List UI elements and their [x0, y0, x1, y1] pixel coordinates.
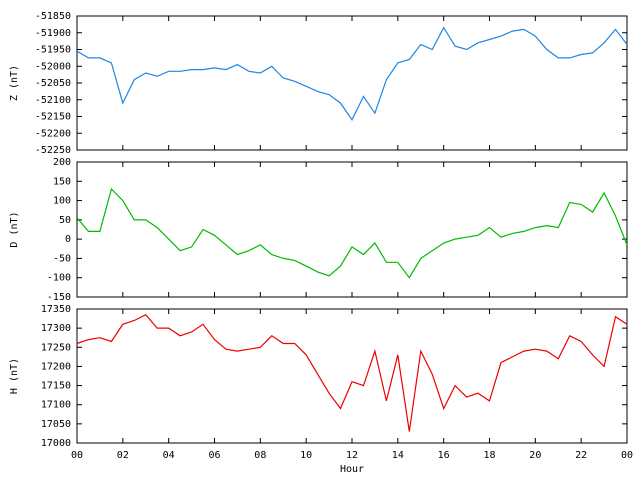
y-axis-label: D (nT): [9, 211, 20, 247]
data-line: [76, 313, 628, 432]
y-axis-label: Z (nT): [9, 65, 20, 101]
y-tick-label: -52150: [35, 112, 71, 123]
data-line: [76, 187, 628, 279]
y-tick-label: 0: [65, 234, 71, 245]
y-tick-label: 17100: [41, 400, 71, 411]
plot-frame: [76, 15, 628, 151]
x-tick-label: 16: [438, 450, 450, 461]
y-tick-label: -51950: [35, 45, 71, 56]
y-tick-label: -50: [53, 253, 71, 264]
x-tick-label: 12: [346, 450, 358, 461]
y-tick-label: -51900: [35, 28, 71, 39]
y-tick-label: 17200: [41, 361, 71, 372]
x-tick-label: 18: [483, 450, 495, 461]
y-tick-label: 17350: [41, 304, 71, 315]
data-line: [76, 26, 628, 121]
y-tick-label: 200: [53, 157, 71, 168]
x-tick-label: 02: [117, 450, 129, 461]
y-tick-label: 100: [53, 196, 71, 207]
y-tick-label: -52050: [35, 78, 71, 89]
y-tick-label: 17050: [41, 419, 71, 430]
x-tick-label: 08: [254, 450, 266, 461]
y-tick-label: 17150: [41, 381, 71, 392]
x-tick-label: 00: [621, 450, 633, 461]
y-tick-label: -52250: [35, 145, 71, 156]
y-tick-label: -150: [47, 292, 71, 303]
x-tick-label: 20: [529, 450, 541, 461]
x-tick-label: 00: [71, 450, 83, 461]
y-tick-label: -52200: [35, 128, 71, 139]
y-tick-label: 50: [59, 215, 71, 226]
plot-frame: [76, 308, 628, 444]
y-tick-label: 17250: [41, 342, 71, 353]
y-tick-label: -100: [47, 273, 71, 284]
x-tick-label: 22: [575, 450, 587, 461]
y-tick-label: 17000: [41, 438, 71, 449]
x-axis-label: Hour: [340, 464, 364, 475]
x-tick-label: 06: [208, 450, 220, 461]
y-tick-label: 17300: [41, 323, 71, 334]
x-tick-label: 14: [392, 450, 404, 461]
y-tick-label: -51850: [35, 11, 71, 22]
y-tick-label: 150: [53, 176, 71, 187]
x-tick-label: 10: [300, 450, 312, 461]
y-tick-label: -52100: [35, 95, 71, 106]
x-tick-label: 04: [163, 450, 175, 461]
y-tick-label: -52000: [35, 61, 71, 72]
y-axis-label: H (nT): [9, 358, 20, 394]
